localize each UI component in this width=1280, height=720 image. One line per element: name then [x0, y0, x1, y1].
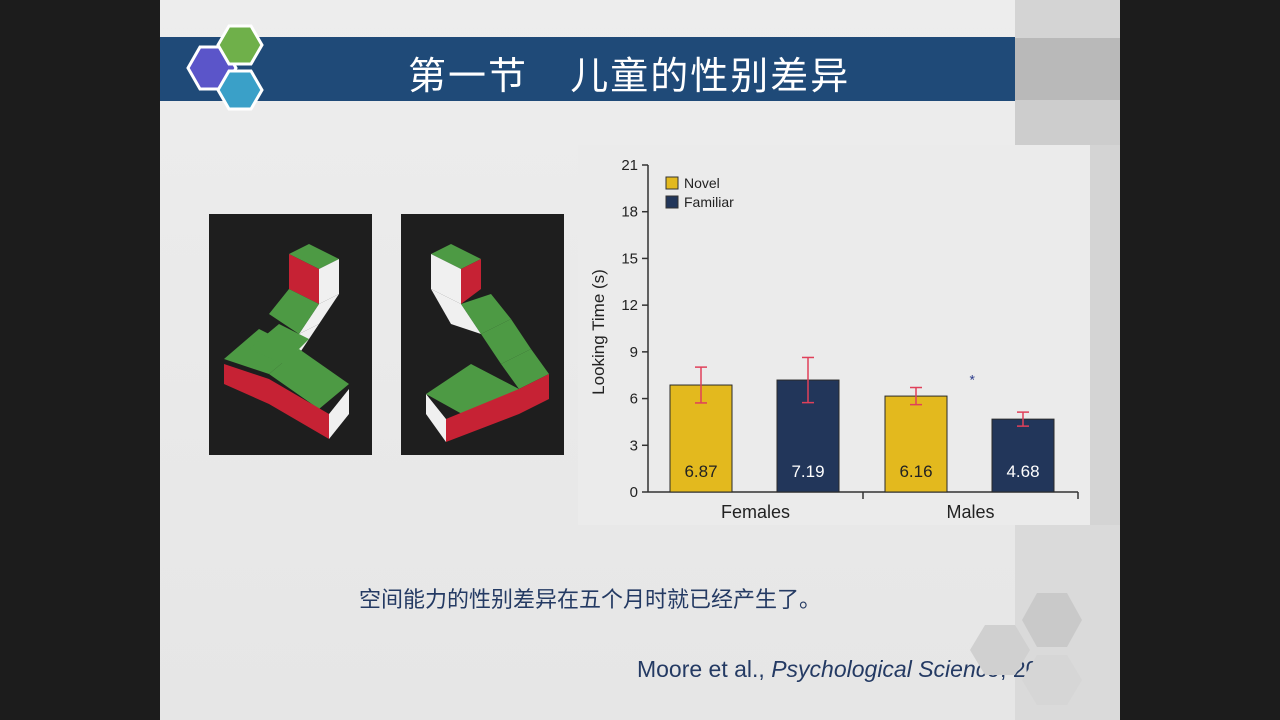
title-bar: 第一节 儿童的性别差异	[160, 37, 1015, 101]
y-tick-label: 12	[621, 297, 638, 314]
y-tick-label: 3	[630, 437, 638, 454]
slide-title: 第一节 儿童的性别差异	[408, 54, 851, 98]
citation-authors: Moore et al.,	[636, 656, 772, 682]
slide-caption: 空间能力的性别差异在五个月时就已经产生了。	[358, 588, 821, 613]
y-axis-label: Looking Time (s)	[589, 269, 608, 395]
x-category-label: Females	[721, 502, 790, 522]
decoration-block	[1015, 38, 1120, 100]
citation-journal: Psychological Science	[771, 656, 1001, 682]
decorative-hexagons-icon	[970, 593, 1082, 705]
legend-swatch-familiar	[665, 195, 679, 209]
hexagon-blue	[216, 69, 264, 111]
bar-chart-panel: Looking Time (s) 0 3 6 9 12 15 18 21 6.87 7.19 6.…	[578, 145, 1090, 525]
bar-value-label: 4.68	[1006, 462, 1039, 481]
legend-swatch-novel	[665, 176, 679, 190]
y-tick-label: 9	[630, 344, 638, 361]
significance-marker: *	[970, 372, 976, 388]
slide: 第一节 儿童的性别差异	[160, 0, 1120, 720]
hexagon-logo-icon	[186, 24, 264, 111]
y-tick-label: 21	[621, 157, 638, 174]
looking-time-chart: Looking Time (s) 0 3 6 9 12 15 18 21 6.87 7.19 6.…	[589, 157, 1079, 522]
decoration-block	[1015, 100, 1120, 145]
y-tick-label: 6	[630, 391, 638, 408]
y-tick-label: 18	[621, 204, 638, 221]
x-category-label: Males	[946, 502, 994, 522]
mental-rotation-figure-right	[401, 214, 564, 455]
legend-label-familiar: Familiar	[684, 194, 734, 210]
legend-label-novel: Novel	[684, 175, 720, 191]
hexagon-green	[216, 24, 264, 66]
bar-familiar-males	[991, 418, 1055, 493]
bar-value-label: 7.19	[791, 462, 824, 481]
mental-rotation-figure-left	[209, 214, 372, 455]
legend: Novel Familiar	[665, 175, 734, 210]
bar-value-label: 6.16	[899, 462, 932, 481]
y-tick-label: 15	[621, 250, 638, 267]
cube-figure-icon	[224, 244, 349, 439]
y-tick-label: 0	[630, 484, 638, 501]
bar-value-label: 6.87	[684, 462, 717, 481]
cube-figure-mirror-icon	[426, 244, 549, 442]
